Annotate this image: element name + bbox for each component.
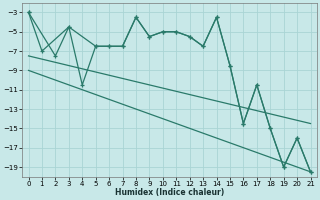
X-axis label: Humidex (Indice chaleur): Humidex (Indice chaleur) xyxy=(115,188,224,197)
